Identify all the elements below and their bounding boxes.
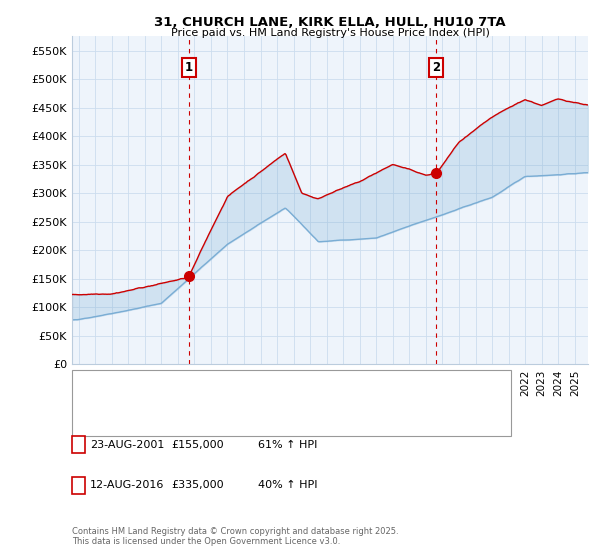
- Text: 12-AUG-2016: 12-AUG-2016: [90, 480, 164, 491]
- Text: 1: 1: [185, 61, 193, 74]
- Text: 61% ↑ HPI: 61% ↑ HPI: [258, 440, 317, 450]
- Text: ———: ———: [81, 391, 118, 404]
- Text: Price paid vs. HM Land Registry's House Price Index (HPI): Price paid vs. HM Land Registry's House …: [170, 28, 490, 38]
- Text: 1: 1: [75, 440, 82, 450]
- Text: 2: 2: [432, 61, 440, 74]
- Text: £335,000: £335,000: [171, 480, 224, 491]
- Text: £155,000: £155,000: [171, 440, 224, 450]
- Text: 31, CHURCH LANE, KIRK ELLA, HULL, HU10 7TA: 31, CHURCH LANE, KIRK ELLA, HULL, HU10 7…: [154, 16, 506, 29]
- Text: HPI: Average price, detached house, East Riding of Yorkshire: HPI: Average price, detached house, East…: [105, 392, 421, 402]
- Text: Contains HM Land Registry data © Crown copyright and database right 2025.
This d: Contains HM Land Registry data © Crown c…: [72, 526, 398, 546]
- Text: 23-AUG-2001: 23-AUG-2001: [90, 440, 164, 450]
- Text: ———: ———: [81, 375, 118, 388]
- Text: 2: 2: [75, 480, 82, 491]
- Text: 40% ↑ HPI: 40% ↑ HPI: [258, 480, 317, 491]
- Text: 31, CHURCH LANE, KIRK ELLA, HULL, HU10 7TA (detached house): 31, CHURCH LANE, KIRK ELLA, HULL, HU10 7…: [105, 376, 445, 386]
